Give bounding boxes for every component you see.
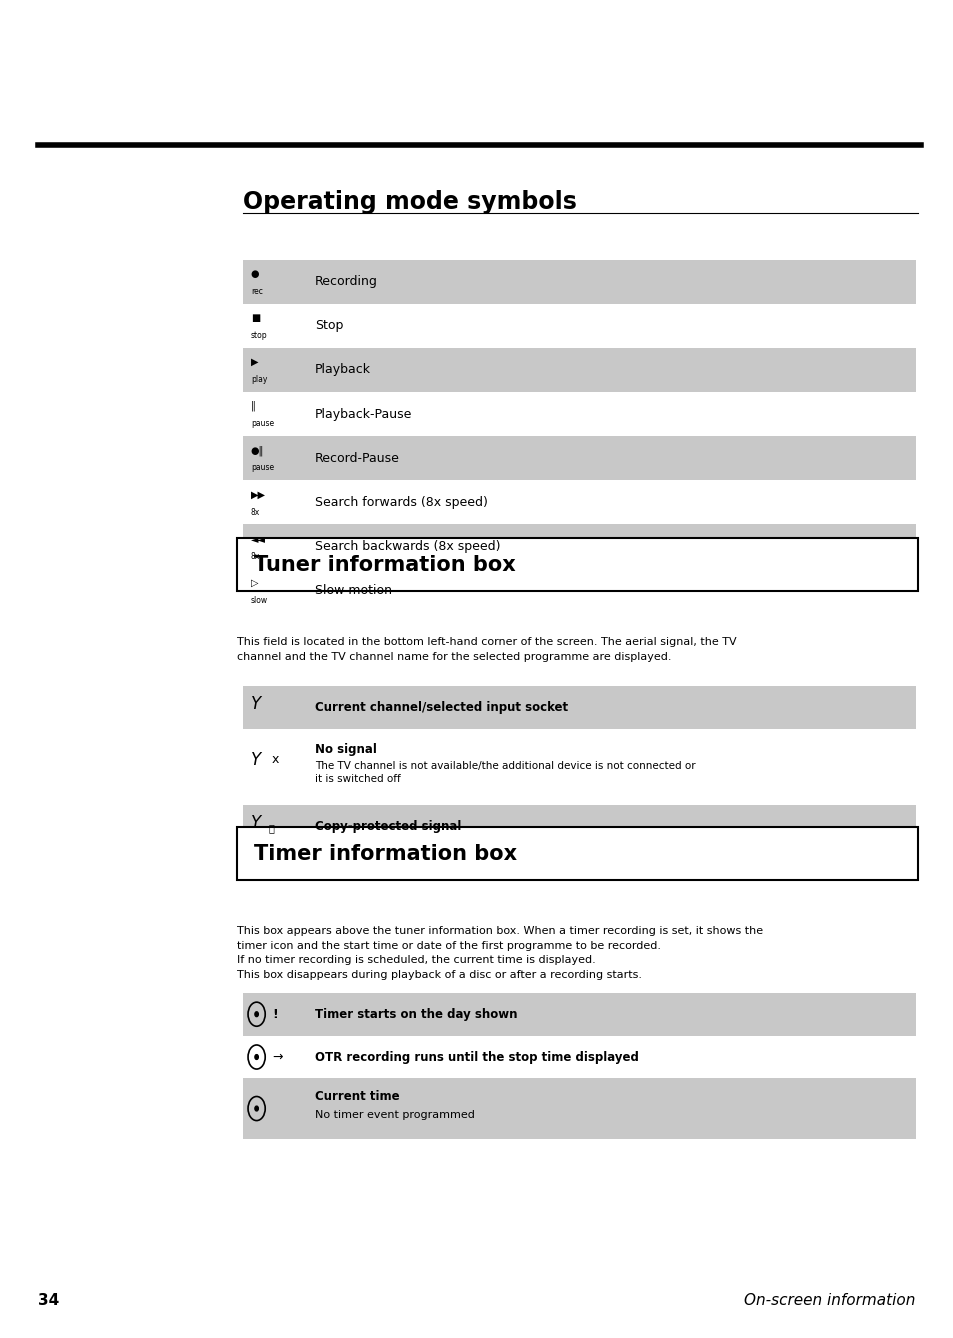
Text: OTR recording runs until the stop time displayed: OTR recording runs until the stop time d… — [314, 1050, 638, 1064]
FancyBboxPatch shape — [236, 538, 917, 591]
Text: ●‖: ●‖ — [251, 446, 264, 455]
Text: Stop: Stop — [314, 320, 343, 332]
Text: Search backwards (8x speed): Search backwards (8x speed) — [314, 541, 499, 553]
Text: ■: ■ — [251, 313, 260, 322]
Text: Copy-protected signal: Copy-protected signal — [314, 820, 460, 834]
Text: The TV channel is not available/the additional device is not connected or
it is : The TV channel is not available/the addi… — [314, 761, 695, 784]
Circle shape — [254, 1107, 258, 1111]
Text: This field is located in the bottom left-hand corner of the screen. The aerial s: This field is located in the bottom left… — [236, 637, 736, 662]
Bar — [243, 524, 915, 569]
Text: ‖: ‖ — [251, 401, 255, 411]
Text: ▶▶: ▶▶ — [251, 490, 266, 499]
Text: 34: 34 — [38, 1293, 59, 1309]
Bar — [243, 686, 915, 729]
Text: Current time: Current time — [314, 1090, 399, 1104]
FancyBboxPatch shape — [236, 827, 917, 880]
Text: Y: Y — [251, 814, 261, 832]
Text: play: play — [251, 375, 267, 384]
Text: On-screen information: On-screen information — [743, 1293, 915, 1309]
Text: ▶: ▶ — [251, 357, 258, 367]
Text: Playback-Pause: Playback-Pause — [314, 408, 412, 420]
Bar — [243, 348, 915, 392]
Circle shape — [254, 1054, 258, 1060]
Text: Recording: Recording — [314, 276, 377, 288]
Text: Slow motion: Slow motion — [314, 585, 392, 597]
Text: stop: stop — [251, 330, 267, 340]
Text: Operating mode symbols: Operating mode symbols — [243, 190, 577, 214]
Bar — [243, 805, 915, 848]
Bar — [243, 1078, 915, 1139]
Text: Y: Y — [251, 694, 261, 713]
Text: ▷: ▷ — [251, 578, 258, 587]
Text: pause: pause — [251, 463, 274, 472]
Text: Current channel/selected input socket: Current channel/selected input socket — [314, 701, 567, 714]
Text: !: ! — [272, 1008, 277, 1021]
Text: Timer starts on the day shown: Timer starts on the day shown — [314, 1008, 517, 1021]
Text: Record-Pause: Record-Pause — [314, 452, 399, 464]
Text: Playback: Playback — [314, 364, 371, 376]
Text: 8x: 8x — [251, 507, 260, 516]
Text: ●: ● — [251, 269, 259, 278]
Text: ◄◄: ◄◄ — [251, 534, 266, 543]
Text: This box appears above the tuner information box. When a timer recording is set,: This box appears above the tuner informa… — [236, 926, 761, 981]
Text: 8x: 8x — [251, 551, 260, 561]
Text: slow: slow — [251, 595, 268, 605]
Text: Timer information box: Timer information box — [253, 844, 517, 863]
Circle shape — [254, 1012, 258, 1017]
Text: Tuner information box: Tuner information box — [253, 555, 515, 574]
Text: Search forwards (8x speed): Search forwards (8x speed) — [314, 496, 487, 508]
Text: pause: pause — [251, 419, 274, 428]
Text: Y: Y — [251, 751, 261, 769]
Text: rec: rec — [251, 286, 262, 296]
Text: No signal: No signal — [314, 743, 376, 756]
Bar — [243, 260, 915, 304]
Text: x: x — [272, 753, 279, 767]
Text: 🔒: 🔒 — [268, 823, 274, 834]
Text: No timer event programmed: No timer event programmed — [314, 1109, 475, 1120]
Bar — [243, 436, 915, 480]
Text: →: → — [272, 1050, 282, 1064]
Bar — [243, 993, 915, 1036]
